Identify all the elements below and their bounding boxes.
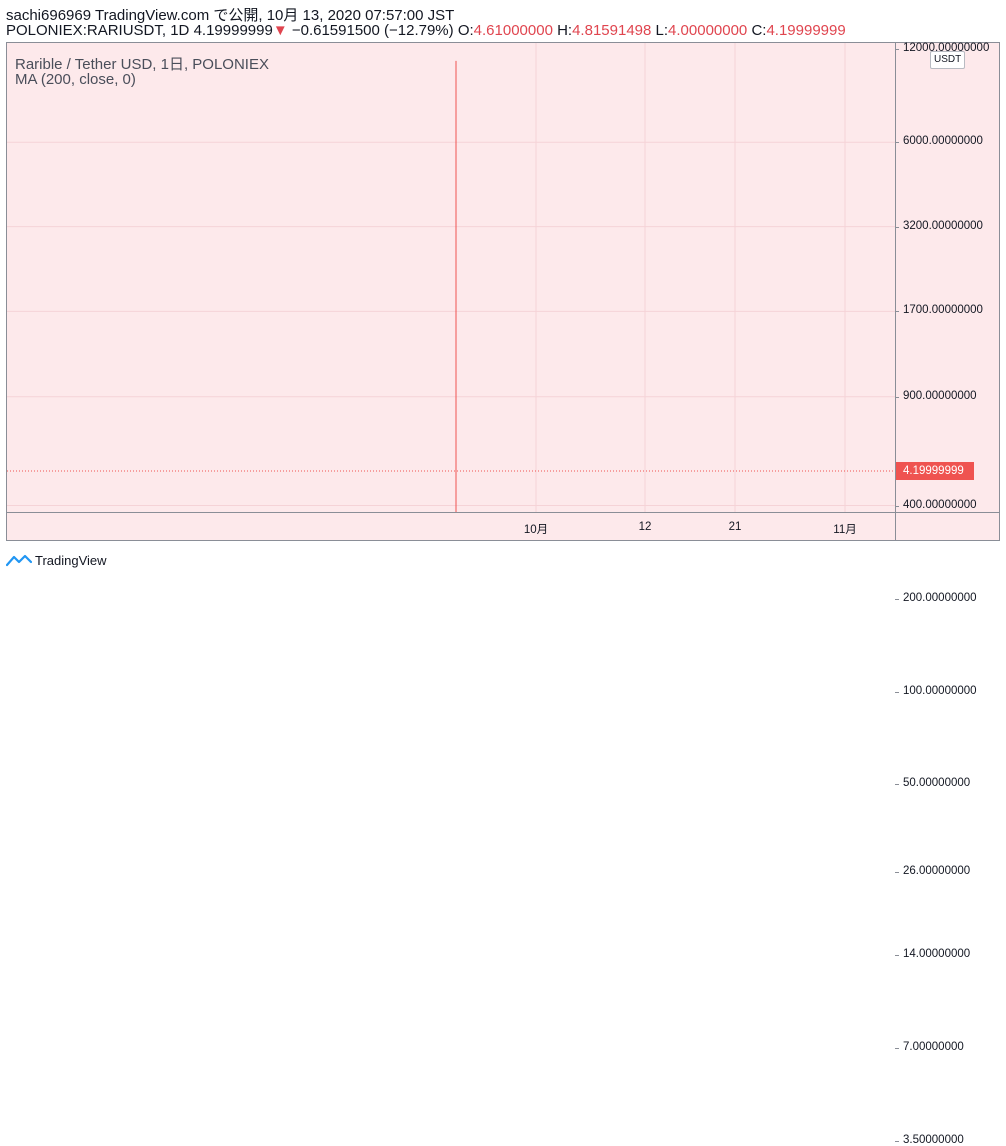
high-value: 4.81591498 bbox=[572, 22, 652, 39]
publish-info: sachi696969 TradingView.com で公開, 10月 13,… bbox=[6, 7, 455, 24]
high-label: H: bbox=[557, 22, 573, 39]
close-value: 4.19999999 bbox=[766, 22, 846, 39]
time-tick-label: 12 bbox=[638, 521, 652, 533]
price-tick-label: 12000.00000000 bbox=[894, 42, 990, 55]
chart-title: Rarible / Tether USD, 1日, POLONIEX bbox=[15, 56, 269, 73]
candle-series bbox=[455, 60, 457, 512]
price-tick-label: 400.00000000 bbox=[895, 498, 977, 511]
open-value: 4.61000000 bbox=[473, 22, 553, 39]
price-tick-label: 3200.00000000 bbox=[895, 219, 983, 232]
price-tick-label: 200.00000000 bbox=[895, 591, 977, 604]
price-tick-label: 14.00000000 bbox=[894, 948, 971, 961]
symbol-label: POLONIEX:RARIUSDT, 1D bbox=[6, 22, 190, 39]
indicator-label: MA (200, close, 0) bbox=[15, 71, 136, 88]
close-label: C: bbox=[751, 22, 767, 39]
price-tick-label: 3.50000000 bbox=[895, 1134, 964, 1146]
tradingview-logo-icon bbox=[6, 554, 32, 567]
time-tick-label: 11月 bbox=[833, 524, 857, 536]
currency-unit-badge[interactable]: USDT bbox=[930, 51, 966, 69]
price-tick-label: 6000.00000000 bbox=[895, 135, 983, 148]
footer-branding[interactable]: TradingView bbox=[6, 550, 107, 570]
open-label: O: bbox=[457, 22, 474, 39]
price-grid bbox=[7, 43, 895, 512]
last-price: 4.19999999 bbox=[193, 22, 273, 39]
price-tick-label: 7.00000000 bbox=[895, 1041, 964, 1054]
chart-frame bbox=[6, 42, 1000, 541]
down-arrow-icon: ▼ bbox=[272, 22, 288, 39]
low-value: 4.00000000 bbox=[668, 22, 748, 39]
price-tick-label: 26.00000000 bbox=[894, 865, 971, 878]
price-axis[interactable] bbox=[895, 43, 999, 512]
price-tick-label: 100.00000000 bbox=[895, 684, 977, 697]
price-tick-label: 50.00000000 bbox=[894, 777, 971, 790]
low-label: L: bbox=[655, 22, 669, 39]
symbol-ohlc-bar: POLONIEX:RARIUSDT, 1D 4.19999999▼ −0.615… bbox=[6, 22, 846, 39]
time-axis[interactable] bbox=[7, 512, 895, 540]
time-tick-label: 21 bbox=[728, 521, 742, 533]
price-change: −0.61591500 (−12.79%) bbox=[291, 22, 454, 39]
last-price-tag: 4.19999999 bbox=[896, 462, 974, 480]
time-tick-label: 10月 bbox=[523, 524, 549, 536]
price-tick-label: 900.00000000 bbox=[895, 389, 977, 402]
brand-name: TradingView bbox=[35, 552, 107, 568]
axis-corner bbox=[895, 512, 999, 540]
chart-plot-area[interactable] bbox=[7, 43, 895, 512]
price-tick-label: 1700.00000000 bbox=[895, 304, 983, 317]
